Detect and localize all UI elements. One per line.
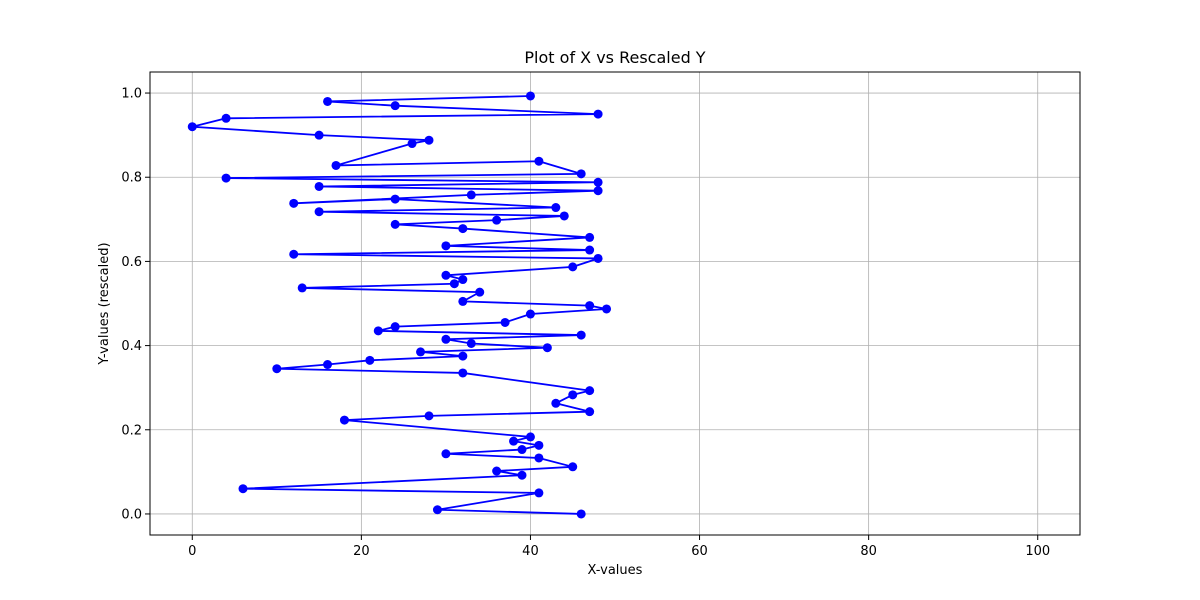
x-tick-label: 20 [353, 544, 370, 559]
data-point [576, 169, 586, 179]
data-point [424, 411, 434, 421]
data-point [416, 347, 426, 357]
y-tick-label: 0.0 [121, 507, 142, 522]
y-tick-label: 1.0 [121, 87, 142, 102]
data-point [593, 109, 603, 119]
data-point [576, 330, 586, 340]
x-tick-label: 60 [691, 544, 708, 559]
data-point [449, 279, 459, 289]
data-point [568, 262, 578, 272]
data-point [500, 317, 510, 327]
plot-frame [149, 71, 1081, 536]
data-point [551, 398, 561, 408]
data-point [466, 338, 476, 348]
x-tick-label: 40 [522, 544, 539, 559]
data-point [441, 270, 451, 280]
data-point [323, 360, 333, 370]
data-point [534, 156, 544, 166]
data-point [331, 160, 341, 170]
y-tick-label: 0.6 [121, 255, 142, 270]
data-point [585, 232, 595, 242]
data-point [458, 351, 468, 361]
x-tick-label: 100 [1025, 544, 1050, 559]
data-point [542, 343, 552, 353]
data-point [187, 122, 197, 132]
data-point [568, 390, 578, 400]
data-point [593, 177, 603, 187]
data-point [585, 301, 595, 311]
data-point [407, 139, 417, 149]
data-point [458, 296, 468, 306]
data-point [390, 194, 400, 204]
data-point [390, 101, 400, 111]
data-point [534, 453, 544, 463]
data-point [602, 304, 612, 314]
x-tick-label: 0 [188, 544, 196, 559]
data-point [568, 462, 578, 472]
chart-title: Plot of X vs Rescaled Y [524, 48, 705, 67]
data-point [593, 253, 603, 263]
data-point [509, 436, 519, 446]
data-point [585, 386, 595, 396]
data-point [339, 415, 349, 425]
data-point [238, 484, 248, 494]
data-point [390, 219, 400, 229]
data-point [593, 186, 603, 196]
data-point [525, 309, 535, 319]
y-tick-label: 0.8 [121, 171, 142, 186]
data-point [323, 96, 333, 106]
data-point [551, 203, 561, 213]
x-tick-label: 80 [860, 544, 877, 559]
data-point [534, 488, 544, 498]
data-point [424, 135, 434, 145]
data-point [475, 287, 485, 297]
data-point [221, 113, 231, 123]
data-point [492, 466, 502, 476]
data-point [585, 407, 595, 417]
data-point [314, 207, 324, 217]
data-point [390, 322, 400, 332]
y-axis-label: Y-values (rescaled) [97, 242, 112, 365]
data-point [221, 173, 231, 183]
data-point [492, 215, 502, 225]
data-point [373, 326, 383, 336]
data-point [314, 181, 324, 191]
data-point [458, 224, 468, 234]
data-point [289, 249, 299, 259]
data-point [365, 355, 375, 365]
data-point [432, 505, 442, 515]
data-point [466, 190, 476, 200]
data-point [272, 364, 282, 374]
data-point [525, 432, 535, 442]
data-point [458, 368, 468, 378]
data-point [441, 449, 451, 459]
data-point [458, 275, 468, 285]
data-point [534, 440, 544, 450]
data-point [517, 470, 527, 480]
data-point [585, 245, 595, 255]
data-point [289, 198, 299, 208]
data-point [441, 334, 451, 344]
axes: 0 20 40 60 80 100 0.0 0.2 0.4 0.6 0.8 1.0 [121, 71, 1081, 559]
data-point [517, 445, 527, 455]
data-point [297, 283, 307, 293]
data-point [314, 130, 324, 140]
data-point [525, 91, 535, 101]
y-tick-label: 0.2 [121, 423, 142, 438]
data-point [576, 509, 586, 519]
x-axis-label: X-values [588, 563, 643, 578]
series-layer [187, 91, 612, 519]
data-point [559, 211, 569, 221]
data-point [441, 241, 451, 251]
y-tick-label: 0.4 [121, 339, 142, 354]
